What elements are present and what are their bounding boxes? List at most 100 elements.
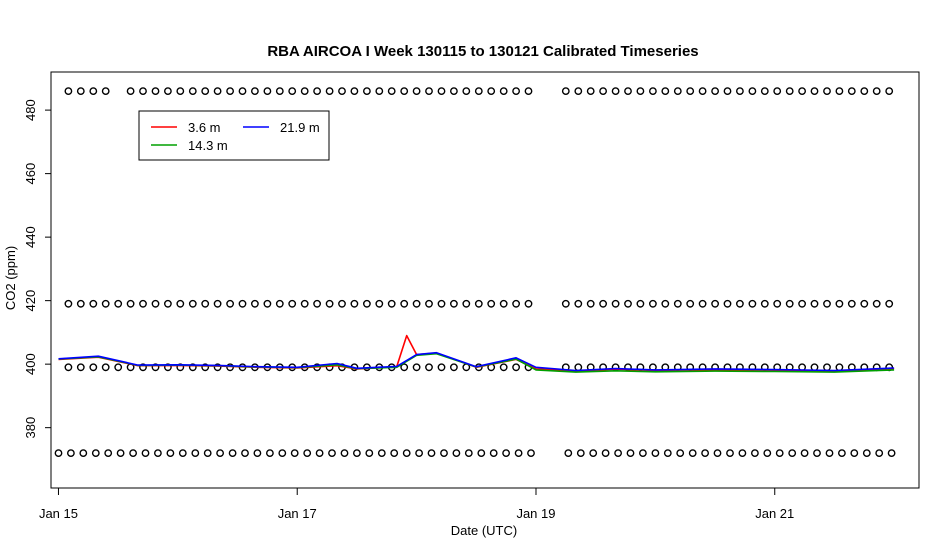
reference-point [275, 299, 284, 308]
reference-point [798, 87, 806, 96]
y-axis-label: CO2 (ppm) [3, 246, 18, 310]
reference-point [673, 299, 682, 308]
reference-point [238, 299, 247, 308]
reference-point [524, 299, 533, 308]
reference-point [188, 363, 197, 372]
reference-point [350, 299, 359, 308]
reference-point [275, 87, 284, 96]
reference-point [76, 363, 85, 372]
reference-point [139, 299, 147, 308]
reference-point [425, 299, 433, 308]
reference-point [474, 299, 483, 308]
reference-point [723, 299, 732, 308]
reference-point [835, 87, 844, 96]
reference-point [713, 449, 722, 457]
reference-point [661, 87, 670, 96]
legend: 3.6 m 14.3 m 21.9 m [138, 110, 330, 161]
reference-point [825, 449, 834, 457]
reference-point [847, 87, 856, 96]
reference-point [576, 449, 585, 457]
reference-point [313, 299, 321, 308]
reference-point [350, 87, 359, 96]
reference-point [89, 87, 98, 96]
reference-point [626, 449, 635, 457]
reference-point [611, 299, 620, 308]
reference-point [502, 449, 510, 457]
reference-point [810, 299, 819, 308]
reference-point [390, 449, 399, 457]
reference-point [265, 449, 274, 457]
reference-point [64, 299, 73, 308]
reference-point [860, 87, 869, 96]
reference-points [54, 87, 896, 457]
reference-point [387, 87, 396, 96]
reference-point [885, 87, 894, 96]
reference-point [649, 87, 657, 96]
reference-point [89, 363, 98, 372]
y-tick-label: 460 [23, 163, 38, 185]
reference-point [489, 449, 498, 457]
reference-point [352, 449, 361, 457]
reference-point [449, 87, 458, 96]
reference-point [375, 299, 384, 308]
reference-point [748, 87, 757, 96]
reference-point [64, 87, 73, 96]
reference-point [213, 363, 222, 372]
reference-point [785, 87, 794, 96]
reference-point [263, 299, 272, 308]
x-tick-label: Jan 17 [278, 506, 317, 521]
reference-point [676, 449, 685, 457]
reference-point [76, 299, 85, 308]
reference-point [226, 299, 235, 308]
reference-point [639, 449, 647, 457]
reference-point [67, 449, 75, 457]
reference-point [338, 299, 346, 308]
reference-point [440, 449, 448, 457]
reference-point [400, 87, 409, 96]
reference-point [847, 299, 856, 308]
reference-point [663, 449, 672, 457]
legend-box [138, 110, 330, 161]
reference-point [300, 87, 309, 96]
reference-point [599, 299, 607, 308]
reference-point [464, 449, 473, 457]
reference-point [499, 299, 508, 308]
reference-point [823, 87, 831, 96]
reference-point [788, 449, 797, 457]
reference-point [614, 449, 622, 457]
reference-point [813, 449, 821, 457]
reference-point [636, 299, 645, 308]
reference-point [686, 87, 695, 96]
reference-point [437, 299, 446, 308]
reference-point [773, 87, 782, 96]
reference-point [649, 299, 657, 308]
reference-point [586, 299, 595, 308]
reference-point [163, 299, 172, 308]
reference-point [452, 449, 461, 457]
reference-point [201, 299, 210, 308]
reference-point [487, 87, 496, 96]
reference-point [191, 449, 200, 457]
reference-point [228, 449, 237, 457]
reference-point [263, 87, 272, 96]
series-line [58, 351, 895, 372]
reference-point [365, 449, 374, 457]
reference-point [126, 87, 135, 96]
reference-point [775, 449, 784, 457]
reference-point [773, 299, 782, 308]
reference-point [561, 87, 570, 96]
reference-point [599, 87, 607, 96]
reference-point [139, 87, 147, 96]
reference-point [166, 449, 175, 457]
reference-point [736, 299, 744, 308]
reference-point [338, 87, 346, 96]
reference-point [512, 363, 520, 372]
reference-point [213, 299, 222, 308]
reference-point [126, 299, 135, 308]
reference-point [226, 87, 235, 96]
x-tick-label: Jan 15 [39, 506, 78, 521]
reference-point [474, 87, 483, 96]
reference-point [850, 449, 859, 457]
reference-point [601, 449, 610, 457]
